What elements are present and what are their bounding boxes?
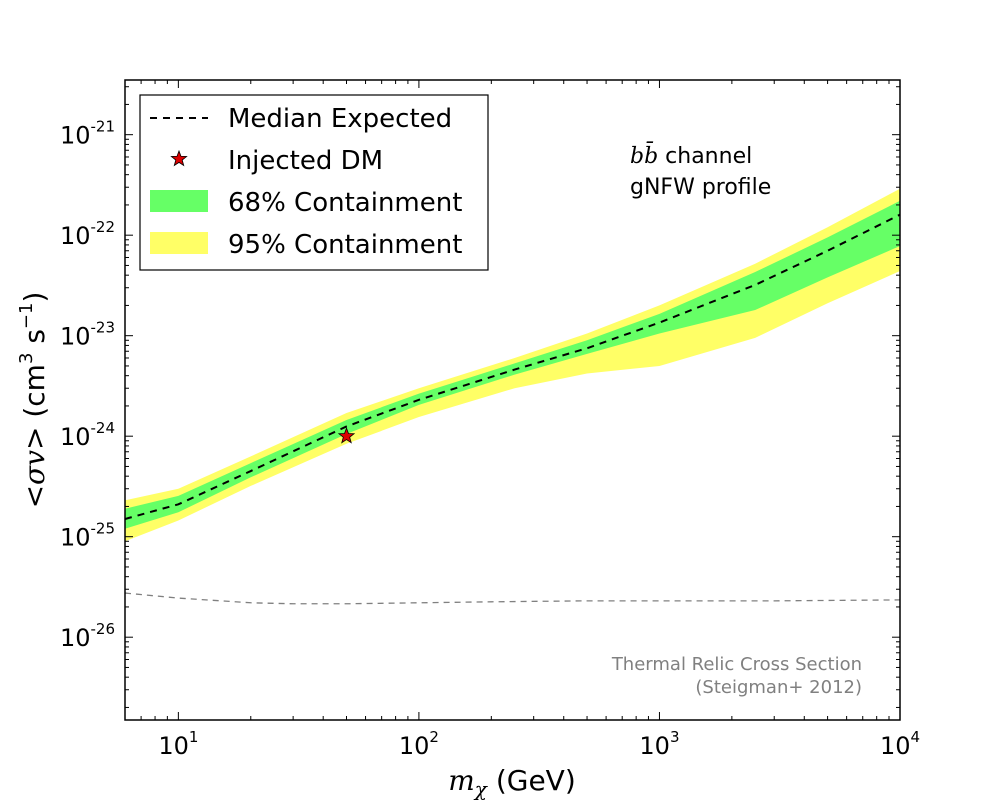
lines-layer [125, 213, 900, 605]
legend-star-swatch [170, 149, 188, 167]
x-tick-exponent: 4 [911, 728, 921, 746]
legend-68-swatch [150, 190, 208, 212]
y-tick-label: 10-22 [60, 218, 115, 250]
series-thermal-relic-cross-section [125, 592, 900, 605]
y-tick-exponent: -23 [91, 319, 116, 337]
y-tick-exponent: -21 [91, 118, 116, 136]
y-tick-label: 10-24 [60, 419, 115, 451]
legend-label-injected: Injected DM [228, 146, 383, 176]
y-axis-mid2: s [18, 329, 51, 353]
x-tick-exponent: 3 [670, 728, 680, 746]
channel-annotation: bb̄ channel [630, 141, 752, 169]
plot-area [125, 188, 900, 605]
band-68-containment [125, 200, 900, 529]
y-axis-symbol: σv [18, 450, 51, 485]
x-axis-label: mχ (GeV) [448, 764, 576, 800]
injected-dm-star [337, 427, 356, 444]
y-tick-base: 10 [60, 323, 91, 351]
y-tick-base: 10 [60, 222, 91, 250]
legend: Median Expected Injected DM 68% Containm… [139, 94, 489, 271]
x-tick-label: 104 [880, 728, 920, 760]
y-axis-sup1: 3 [16, 353, 37, 364]
y-axis-mid: > (cm [18, 364, 51, 450]
profile-annotation: gNFW profile [630, 175, 771, 200]
x-axis-unit: (GeV) [487, 764, 576, 797]
y-tick-exponent: -24 [91, 419, 116, 437]
y-tick-label: 10-26 [60, 620, 115, 652]
y-tick-exponent: -22 [91, 218, 116, 236]
legend-label-68: 68% Containment [228, 188, 462, 218]
bands-layer [125, 188, 900, 542]
y-tick-base: 10 [60, 624, 91, 652]
channel-math: bb̄ [630, 141, 658, 169]
y-axis-label: <σv> (cm3 s−1) [16, 292, 51, 509]
plot-frame [124, 79, 901, 721]
y-tick-base: 10 [60, 122, 91, 150]
x-tick-exponent: 1 [189, 728, 199, 746]
x-tick-label: 102 [399, 728, 439, 760]
x-tick-label: 101 [158, 728, 198, 760]
y-tick-exponent: -26 [91, 620, 116, 638]
legend-label-median: Median Expected [228, 104, 452, 134]
channel-text: channel [658, 144, 752, 169]
thermal-relic-citation: (Steigman+ 2012) [695, 677, 862, 698]
x-tick-base: 10 [158, 732, 189, 760]
x-tick-exponent: 2 [429, 728, 439, 746]
y-tick-exponent: -25 [91, 520, 116, 538]
series-median-expected [125, 213, 900, 520]
x-tick-base: 10 [639, 732, 670, 760]
x-axis-subscript: χ [473, 777, 489, 800]
y-tick-base: 10 [60, 524, 91, 552]
y-tick-label: 10-21 [60, 118, 115, 150]
x-tick-label: 103 [639, 728, 679, 760]
y-tick-base: 10 [60, 423, 91, 451]
tick-labels-layer: 101 102 103 10410-2610-2510-2410-2310-2210-… [60, 118, 920, 760]
ticks-layer [124, 80, 901, 720]
y-axis-post: ) [18, 292, 51, 303]
thermal-relic-label: Thermal Relic Cross Section [611, 654, 862, 675]
y-tick-label: 10-25 [60, 520, 115, 552]
y-axis-pre: < [18, 485, 51, 508]
markers-layer [337, 427, 356, 444]
x-tick-base: 10 [880, 732, 911, 760]
y-axis-sup2: −1 [16, 303, 37, 330]
x-axis-symbol: m [448, 764, 475, 797]
legend-95-swatch [150, 232, 208, 254]
x-tick-base: 10 [399, 732, 430, 760]
y-tick-label: 10-23 [60, 319, 115, 351]
legend-label-95: 95% Containment [228, 230, 462, 260]
